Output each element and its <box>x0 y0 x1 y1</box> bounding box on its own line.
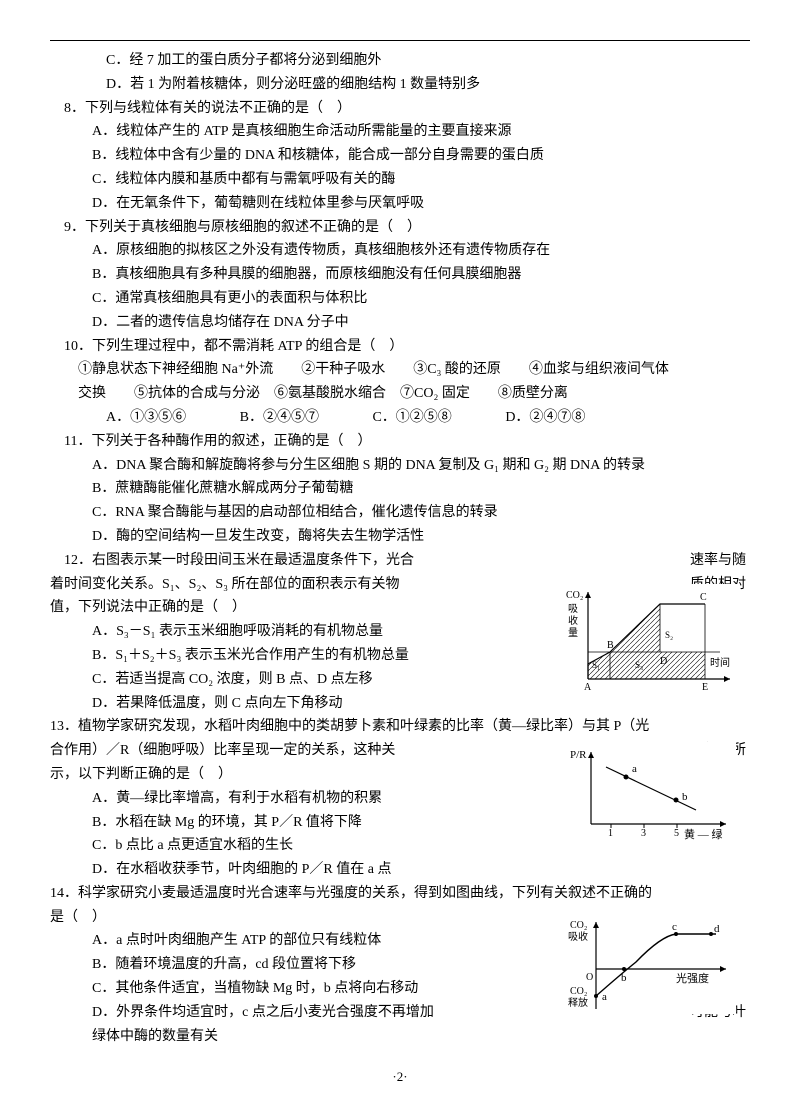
c1-yl4: 量 <box>568 627 578 639</box>
c3-d: d <box>714 923 720 935</box>
q11-b: B．蔗糖酶能催化蔗糖水解成两分子葡萄糖 <box>50 477 750 501</box>
c1-S1: S₁ <box>592 660 600 670</box>
q12-l1r: 速率与随 <box>690 549 750 573</box>
q10-items2: 交换 ⑤抗体的合成与分泌 ⑥氨基酸脱水缩合 ⑦CO₂ 固定 ⑧质壁分离 <box>50 382 750 406</box>
c3-yl4: 释放 <box>568 996 588 1009</box>
q13-b: B．水稻在缺 Mg 的环境，其 P／R 值将下降 <box>50 811 560 835</box>
q9-a: A．原核细胞的拟核区之外没有遗传物质，真核细胞核外还有遗传物质存在 <box>50 239 750 263</box>
q9-stem: 9．下列关于真核细胞与原核细胞的叙述不正确的是（ ） <box>50 216 750 240</box>
c3-O: O <box>586 972 593 983</box>
q10-options: A．①③⑤⑥ B．②④⑤⑦ C．①②⑤⑧ D．②④⑦⑧ <box>50 406 750 430</box>
q11-stem: 11．下列关于各种酶作用的叙述，正确的是（ ） <box>50 430 750 454</box>
c1-S3: S₃ <box>635 660 643 670</box>
q11-a: A．DNA 聚合酶和解旋酶将参与分生区细胞 S 期的 DNA 复制及 G₁ 期和… <box>50 454 750 478</box>
q14-l1: 14．科学家研究小麦最适温度时光合速率与光强度的关系，得到如图曲线，下列有关叙述… <box>50 882 750 906</box>
q10-c: C．①②⑤⑧ <box>372 406 451 430</box>
q14-d1: D．外界条件均适宜时，c 点之后小麦光合强度不再增加 <box>50 1001 434 1025</box>
q13-c: C．b 点比 a 点更适宜水稻的生长 <box>50 834 560 858</box>
q8-a: A．线粒体产生的 ATP 是真核细胞生命活动所需能量的主要直接来源 <box>50 120 750 144</box>
q10-d: D．②④⑦⑧ <box>505 406 585 430</box>
c3-a: a <box>602 991 607 1003</box>
c1-B: B <box>607 640 614 651</box>
c3-yl1: CO₂ <box>570 920 587 931</box>
q12-d: D．若果降低温度，则 C 点向左下角移动 <box>50 692 560 716</box>
c1-D: D <box>660 656 667 667</box>
q13-l2: 合作用）／R（细胞呼吸）比率呈现一定的关系，这种关 <box>50 739 395 763</box>
q13-a: A．黄—绿比率增高，有利于水稻有机物的积累 <box>50 787 560 811</box>
c3-c: c <box>672 921 677 933</box>
q8-b: B．线粒体中含有少量的 DNA 和核糖体，能合成一部分自身需要的蛋白质 <box>50 144 750 168</box>
c1-yl2: 吸 <box>568 604 578 615</box>
q12-c: C．若适当提高 CO₂ 浓度，则 B 点、D 点左移 <box>50 668 560 692</box>
q14-e: 绿体中酶的数量有关 <box>50 1025 750 1049</box>
option-c: C．经 7 加工的蛋白质分子都将分泌到细胞外 <box>50 49 750 73</box>
q12-a: A．S₃－S₁ 表示玉米细胞呼吸消耗的有机物总量 <box>50 620 560 644</box>
c2-a: a <box>632 763 637 775</box>
q8-stem: 8．下列与线粒体有关的说法不正确的是（ ） <box>50 97 750 121</box>
c1-C: C <box>700 592 707 603</box>
c1-yl1: CO₂ <box>566 590 583 601</box>
c1-S2: S₂ <box>665 630 673 640</box>
c2-yl: P/R <box>570 749 587 761</box>
q11-d: D．酶的空间结构一旦发生改变，酶将失去生物学活性 <box>50 525 750 549</box>
chart-pr-ratio: P/R 黄 — 绿 1 3 5 a b <box>566 742 736 842</box>
q12-l2: 着时间变化关系。S₁、S₂、S₃ 所在部位的面积表示有关物 <box>50 573 400 597</box>
q14-b: B．随着环境温度的升高，cd 段位置将下移 <box>50 953 560 977</box>
c3-xl: 光强度 <box>676 971 709 985</box>
q9-c: C．通常真核细胞具有更小的表面积与体积比 <box>50 287 750 311</box>
c1-E: E <box>702 682 708 693</box>
chart-light-intensity: CO₂ 吸收 CO₂ 释放 光强度 O a b c d <box>566 914 736 1014</box>
c3-yl3: CO₂ <box>570 986 587 997</box>
q10-stem: 10．下列生理过程中，都不需消耗 ATP 的组合是（ ） <box>50 335 750 359</box>
c2-t3: 5 <box>674 828 679 839</box>
q9-b: B．真核细胞具有多种具膜的细胞器，而原核细胞没有任何具膜细胞器 <box>50 263 750 287</box>
c1-xl: 时间 <box>710 656 730 669</box>
page-number: ·2· <box>392 1066 407 1088</box>
q12-l1-row: 12．右图表示某一时段田间玉米在最适温度条件下，光合 速率与随 <box>50 549 750 573</box>
page-content: C．经 7 加工的蛋白质分子都将分泌到细胞外 D．若 1 为附着核糖体，则分泌旺… <box>50 40 750 1048</box>
c1-yl3: 收 <box>568 614 578 627</box>
c1-A: A <box>584 682 592 693</box>
option-d: D．若 1 为附着核糖体，则分泌旺盛的细胞结构 1 数量特别多 <box>50 73 750 97</box>
q14-c: C．其他条件适宜，当植物缺 Mg 时，b 点将向右移动 <box>50 977 560 1001</box>
c2-xl: 黄 — 绿 <box>684 827 723 841</box>
q10-b: B．②④⑤⑦ <box>240 406 319 430</box>
q13-d: D．在水稻收获季节，叶肉细胞的 P／R 值在 a 点 <box>50 858 560 882</box>
q10-a: A．①③⑤⑥ <box>106 406 186 430</box>
q8-c: C．线粒体内膜和基质中都有与需氧呼吸有关的酶 <box>50 168 750 192</box>
q14-a: A．a 点时叶肉细胞产生 ATP 的部位只有线粒体 <box>50 929 560 953</box>
c3-b: b <box>621 972 627 984</box>
q10-items1: ①静息状态下神经细胞 Na⁺外流 ②干种子吸水 ③C₃ 酸的还原 ④血浆与组织液… <box>50 358 750 382</box>
c2-t2: 3 <box>641 828 646 839</box>
c3-yl2: 吸收 <box>568 930 588 943</box>
chart-co2-time: CO₂ 吸 收 量 时间 A B C D E S₁ S₂ S₃ <box>560 584 740 694</box>
q8-d: D．在无氧条件下，葡萄糖则在线粒体里参与厌氧呼吸 <box>50 192 750 216</box>
c2-t1: 1 <box>608 828 613 839</box>
c2-b: b <box>682 791 688 803</box>
q11-c: C．RNA 聚合酶能与基因的启动部位相结合，催化遗传信息的转录 <box>50 501 750 525</box>
q13-l1: 13．植物学家研究发现，水稻叶肉细胞中的类胡萝卜素和叶绿素的比率（黄—绿比率）与… <box>50 715 750 739</box>
q12-b: B．S₁＋S₂＋S₃ 表示玉米光合作用产生的有机物总量 <box>50 644 560 668</box>
q12-l1: 12．右图表示某一时段田间玉米在最适温度条件下，光合 <box>50 549 414 573</box>
q9-d: D．二者的遗传信息均储存在 DNA 分子中 <box>50 311 750 335</box>
